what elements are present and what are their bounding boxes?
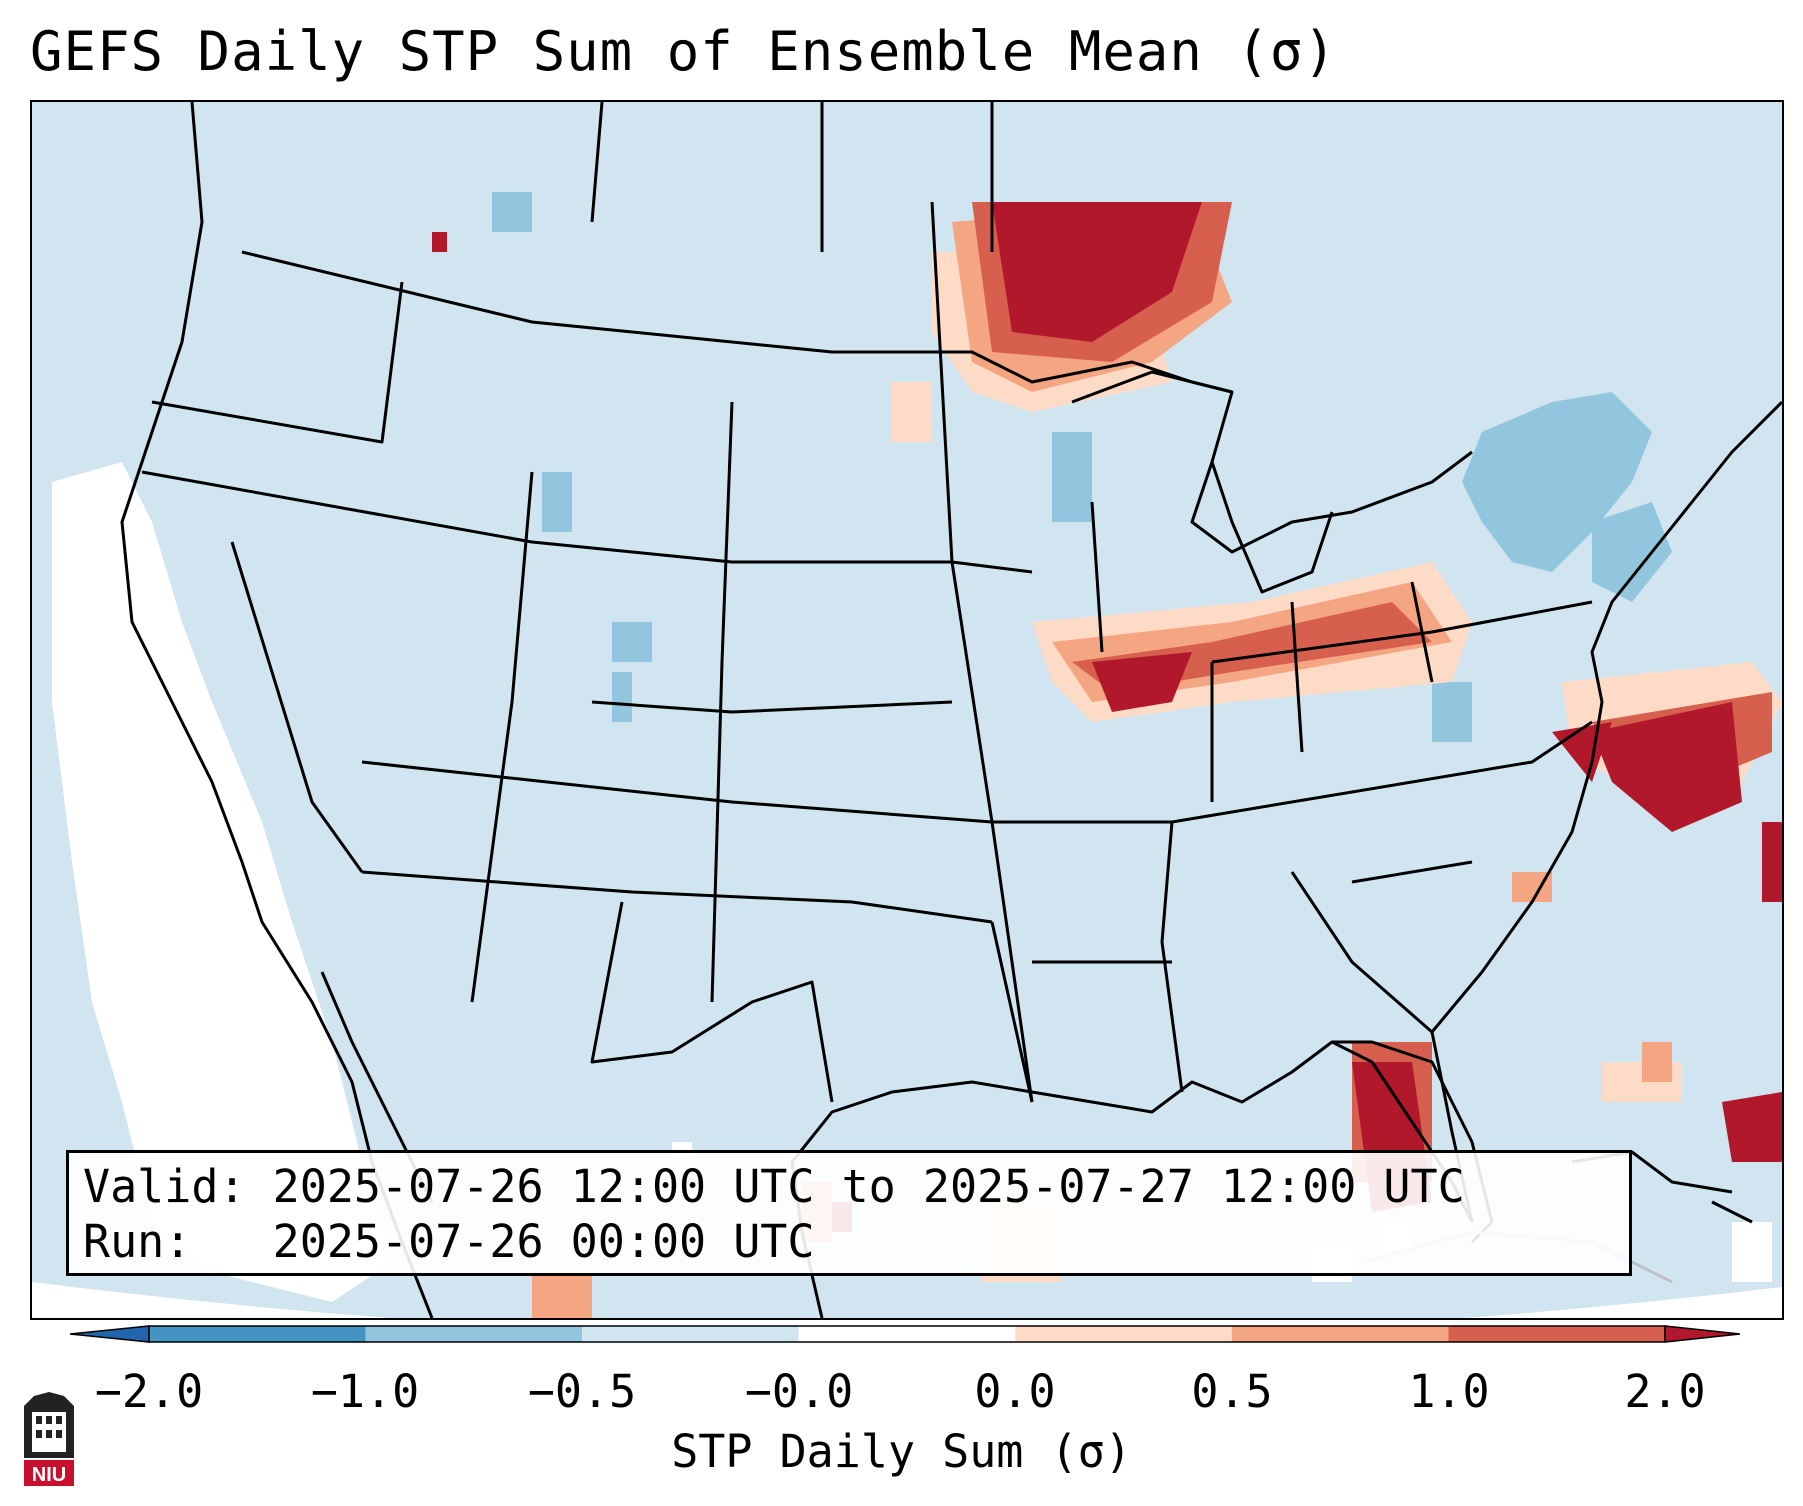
colorbar-tick-label: −1.0: [310, 1365, 420, 1418]
colorbar-tick-label: −2.0: [94, 1365, 204, 1418]
colorbar-segment: [1448, 1326, 1665, 1342]
colorbar-tick-label: 0.5: [1191, 1365, 1273, 1418]
colorbar-tick-label: 0.0: [974, 1365, 1056, 1418]
colorbar-segment: [798, 1326, 1016, 1342]
logo-text: NIU: [32, 1464, 66, 1486]
run-time-text: Run: 2025-07-26 00:00 UTC: [83, 1215, 815, 1268]
negative-anomaly-cells: [492, 192, 1672, 742]
colorbar-tick-label: −0.5: [527, 1365, 637, 1418]
colorbar-extend-high: [1664, 1325, 1740, 1343]
boundaries: [120, 102, 1782, 1318]
niu-logo: NIU: [24, 1392, 74, 1486]
extreme-positive-cells: [432, 202, 1782, 1232]
colorbar-label: STP Daily Sum (σ): [671, 1425, 1132, 1478]
colorbar-extend-low: [70, 1325, 150, 1343]
chart-title: GEFS Daily STP Sum of Ensemble Mean (σ): [30, 20, 1337, 83]
colorbar-tick-label: 2.0: [1624, 1365, 1706, 1418]
validity-info-box: Valid: 2025-07-26 12:00 UTC to 2025-07-2…: [66, 1150, 1632, 1276]
colorbar-tick-label: −0.0: [744, 1365, 854, 1418]
colorbar-outline: [148, 1325, 1666, 1343]
colorbar: [70, 1325, 1740, 1343]
colorbar-segment: [149, 1326, 366, 1342]
colorbar-segment: [1231, 1326, 1449, 1342]
colorbar-tick-label: 1.0: [1408, 1365, 1490, 1418]
colorbar-segment: [365, 1326, 583, 1342]
map-svg: [32, 102, 1782, 1318]
colorbar-segment: [1015, 1326, 1232, 1342]
outside-domain-bottom: [32, 1282, 1782, 1318]
colorbar-segment: [582, 1326, 799, 1342]
valid-time-text: Valid: 2025-07-26 12:00 UTC to 2025-07-2…: [83, 1160, 1465, 1213]
map-panel: [30, 100, 1784, 1320]
